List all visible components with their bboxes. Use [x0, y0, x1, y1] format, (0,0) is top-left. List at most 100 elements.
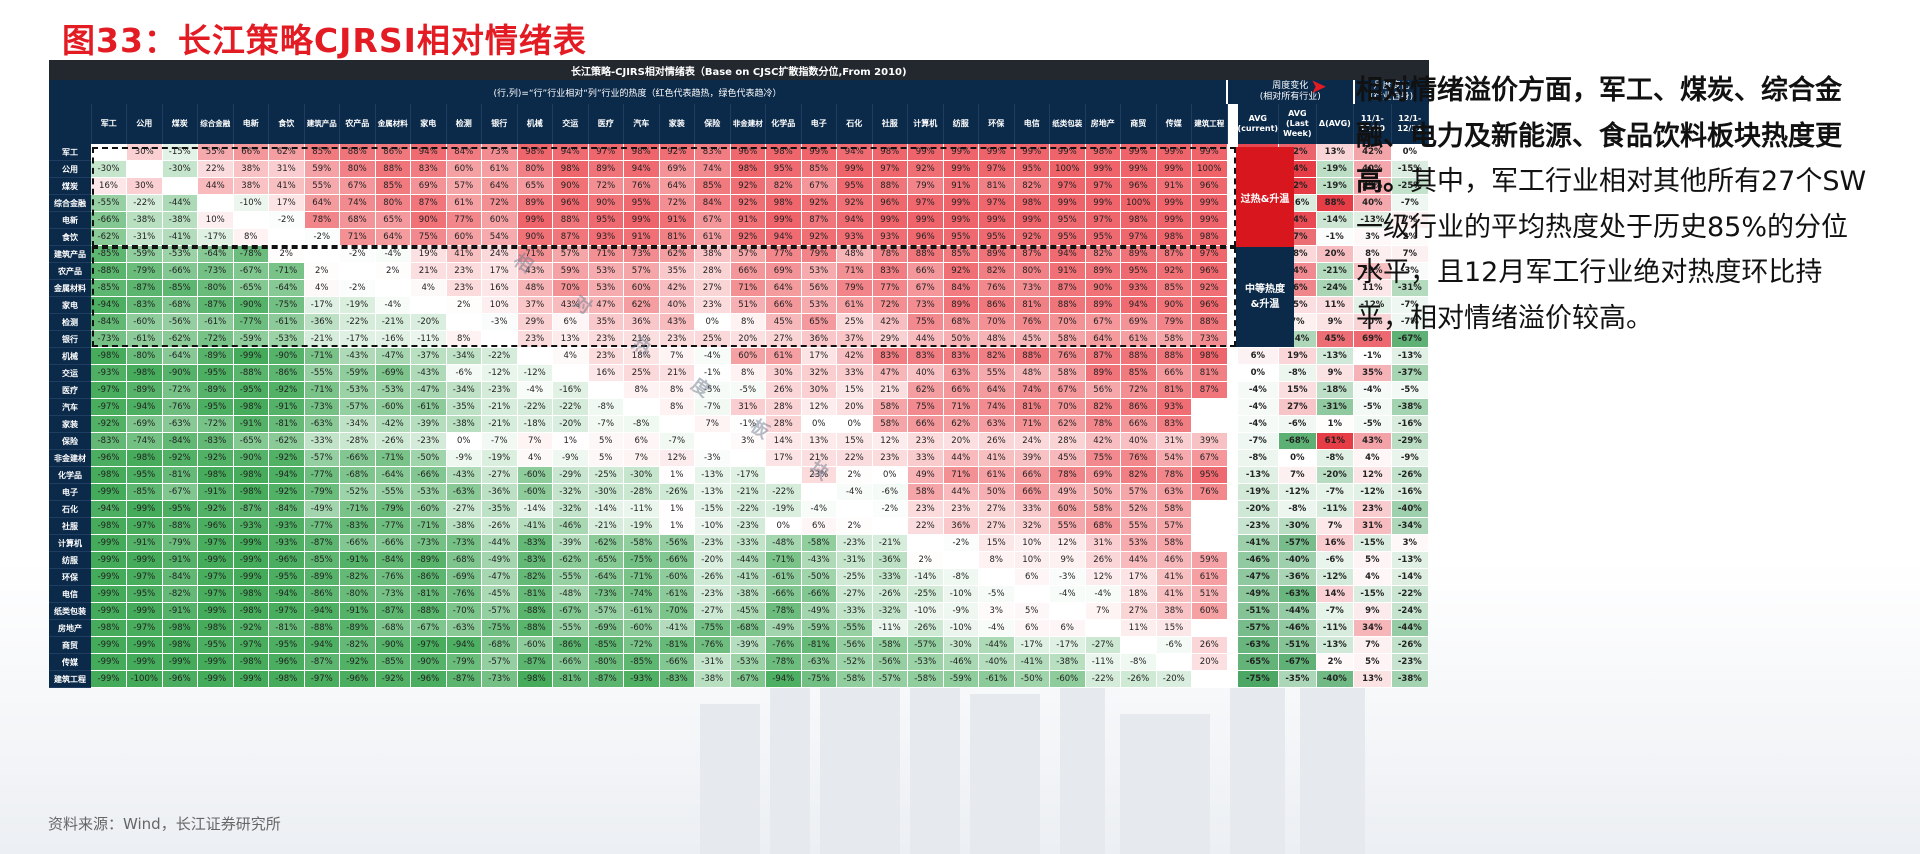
heat-cell: -98% [197, 466, 234, 484]
change-cell: 40% [1353, 160, 1392, 178]
heat-cell: -60% [517, 483, 553, 501]
row-header-18: 非金建材 [49, 449, 91, 467]
heat-cell: -89% [126, 381, 163, 399]
heat-cell: -38% [126, 211, 163, 229]
heat-cell: -36% [872, 551, 908, 569]
heat-cell: -97% [197, 568, 234, 586]
heat-cell: -66% [659, 551, 695, 569]
heat-cell: 26% [1085, 551, 1121, 569]
row-header-6: 建筑产品 [49, 245, 91, 263]
heat-cell: -20% [694, 551, 731, 569]
change-cell: -8% [1237, 449, 1280, 467]
heat-cell: -63% [304, 415, 340, 433]
heat-cell: 92% [1156, 262, 1192, 280]
heat-cell: -97% [197, 534, 234, 552]
heat-cell: -7% [481, 432, 518, 450]
heat-cell: -43% [801, 551, 837, 569]
heat-cell: 42% [1085, 432, 1121, 450]
heat-cell: -55% [552, 568, 589, 586]
heat-cell: 90% [410, 211, 447, 229]
heat-cell: -22% [126, 194, 163, 212]
heat-cell: 92% [730, 228, 766, 246]
heat-cell: -26% [375, 432, 411, 450]
heat-cell: -100% [126, 670, 163, 688]
heat-cell [659, 415, 695, 433]
heat-cell: 56% [1085, 381, 1121, 399]
heat-cell: 23% [943, 500, 979, 518]
row-header-13: 交运 [49, 364, 91, 382]
table-row: 传媒 -99% -99% -99% -99% -98% -96% -87% -92% -85% -9… [49, 653, 1430, 671]
change-cell: 39% [1353, 177, 1392, 195]
change-cell: -11% [1316, 619, 1355, 637]
table-row: 医疗 -97% -89% -72% -89% -95% -92% -71% -53% -53% -4… [49, 381, 1430, 399]
heat-cell: -58% [836, 670, 873, 688]
gap-cell [1227, 194, 1238, 212]
table-row: 非金建材 -96% -98% -92% -92% -90% -92% -57% -66% -71%… [49, 449, 1430, 467]
change-cell: -67% [1391, 330, 1430, 348]
heat-cell: 81% [1156, 381, 1192, 399]
heat-cell: 97% [1085, 211, 1121, 229]
heat-cell: -38% [730, 585, 766, 603]
heat-cell [907, 534, 944, 552]
heat-cell: -88% [91, 262, 127, 280]
heat-cell: 70% [552, 279, 589, 297]
heat-cell: -69% [446, 568, 482, 586]
heat-cell: 97% [1120, 228, 1157, 246]
heat-cell: -60% [410, 500, 447, 518]
heat-cell: -55% [375, 483, 411, 501]
gap-cell [1227, 483, 1238, 501]
heat-cell: -4% [517, 381, 553, 399]
heat-cell: -4% [1085, 585, 1121, 603]
heat-cell: 78% [304, 211, 340, 229]
heat-cell: 8% [978, 551, 1015, 569]
heat-cell: -52% [339, 483, 376, 501]
heat-cell: -86% [552, 636, 589, 654]
change-cell: 7% [1316, 517, 1355, 535]
heat-cell: -92% [268, 381, 305, 399]
heat-cell: 39% [1014, 449, 1050, 467]
heat-cell: 6% [552, 313, 589, 331]
heat-cell: -2% [339, 245, 376, 263]
heat-cell: -99% [233, 347, 269, 365]
change-cell: -15% [1353, 534, 1392, 552]
heat-cell: 85% [1156, 279, 1192, 297]
heat-cell: -6% [1156, 636, 1192, 654]
heat-cell: 60% [1191, 602, 1228, 620]
heat-cell: 7% [659, 347, 695, 365]
heat-cell: -47% [410, 381, 447, 399]
heat-cell: -90% [375, 636, 411, 654]
heat-cell: 83% [943, 347, 979, 365]
heat-cell: 70% [1049, 313, 1086, 331]
extra-col-header-1: AVG (Last Week) [1278, 104, 1317, 144]
change-cell: -12% [1353, 483, 1392, 501]
heat-cell: 41% [268, 177, 305, 195]
heat-cell: -40% [978, 653, 1015, 671]
heat-cell: 19% [410, 245, 447, 263]
change-cell: 16% [1316, 534, 1355, 552]
heat-cell: -99% [91, 551, 127, 569]
heat-cell: -39% [410, 415, 447, 433]
change-cell: -38% [1391, 398, 1430, 416]
change-cell: 4% [1353, 568, 1392, 586]
heat-cell: 12% [1049, 534, 1086, 552]
change-cell: -15% [1353, 585, 1392, 603]
heat-cell: 17% [481, 262, 518, 280]
col-header-9: 家电 [410, 104, 447, 144]
heat-cell: -94% [91, 296, 127, 314]
heat-cell: 6% [801, 517, 837, 535]
heat-cell: 15% [978, 534, 1015, 552]
heat-cell: -93% [268, 517, 305, 535]
heat-cell: -98% [91, 347, 127, 365]
heat-cell: 55% [1049, 517, 1086, 535]
col-header-0: 军工 [91, 104, 127, 144]
heat-cell: 94% [1049, 245, 1086, 263]
heat-cell: 27% [978, 517, 1015, 535]
change-cell: -12% [1316, 568, 1355, 586]
change-cell: -20% [1237, 500, 1280, 518]
change-cell: 7% [1391, 245, 1430, 263]
heat-cell: -73% [588, 585, 624, 603]
heat-cell: 44% [943, 483, 979, 501]
heat-cell: 98% [517, 144, 553, 161]
heat-cell: -87% [233, 500, 269, 518]
heat-cell: -33% [730, 534, 766, 552]
